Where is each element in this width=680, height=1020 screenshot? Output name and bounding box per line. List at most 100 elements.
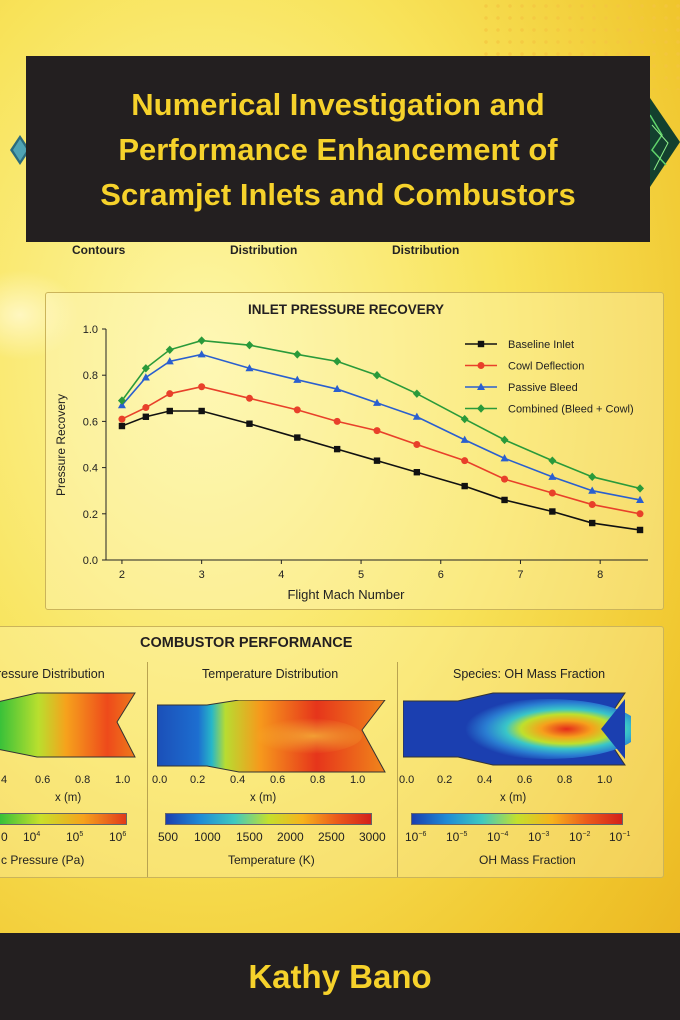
- legend-label: Baseline Inlet: [508, 339, 574, 351]
- data-point: [412, 389, 421, 398]
- data-point: [198, 407, 205, 415]
- x-tick: 0.2: [437, 774, 453, 786]
- data-point: [198, 383, 206, 391]
- x-axis-label: x (m): [500, 792, 527, 804]
- legend-label: Combined (Bleed + Cowl): [508, 404, 634, 416]
- legend-marker: [477, 362, 485, 369]
- combustor-panel: COMBUSTOR PERFORMANCE ressure Distributi…: [0, 626, 664, 878]
- x-tick-label: 3: [199, 569, 205, 581]
- panel-divider: [147, 662, 148, 877]
- data-point: [141, 364, 150, 373]
- data-point: [165, 345, 174, 354]
- pressure-contour: [0, 692, 136, 758]
- y-tick-label: 1.0: [83, 324, 98, 336]
- pressure-recovery-chart: INLET PRESSURE RECOVERY 0.0 0.2 0.4 0.6 0.8 1.…: [45, 292, 664, 610]
- data-point: [501, 496, 508, 504]
- x-tick: 0.4: [477, 774, 493, 786]
- temperature-cbar-label: Temperature (K): [228, 853, 315, 867]
- data-point: [117, 396, 126, 405]
- data-point: [165, 357, 174, 365]
- series-line-1: [121, 385, 641, 515]
- y-tick-label: 0.6: [83, 416, 98, 428]
- data-point: [501, 475, 509, 483]
- oh-contour: [403, 692, 631, 766]
- data-point: [142, 404, 150, 412]
- cbar-tick: 10−2: [569, 830, 591, 844]
- data-point: [636, 510, 644, 518]
- title-line-3: Scramjet Inlets and Combustors: [100, 176, 576, 212]
- x-tick: 1.0: [597, 774, 613, 786]
- data-point: [588, 472, 597, 482]
- x-tick-label: 8: [597, 569, 603, 581]
- pressure-panel-title: ressure Distribution: [0, 667, 105, 681]
- y-tick-label: 0.8: [83, 370, 98, 382]
- data-point: [461, 457, 469, 465]
- data-point: [500, 435, 509, 445]
- data-point: [118, 422, 126, 430]
- x-tick: 0.8: [310, 774, 326, 786]
- panel-divider: [397, 662, 398, 877]
- data-point: [412, 412, 421, 420]
- data-point: [293, 406, 301, 414]
- cbar-tick: 500: [158, 830, 179, 844]
- cbar-tick: 10−5: [446, 830, 468, 844]
- legend-marker: [477, 340, 485, 348]
- data-point: [293, 350, 302, 359]
- sub-label-distribution-2: Distribution: [392, 243, 460, 257]
- cbar-tick: 10−4: [487, 830, 509, 844]
- data-point: [500, 454, 509, 462]
- legend-label: Passive Bleed: [508, 382, 578, 394]
- cbar-tick: 2500: [318, 830, 345, 844]
- y-axis-label: Pressure Recovery: [54, 394, 68, 496]
- data-point: [293, 375, 302, 383]
- data-point: [197, 336, 206, 345]
- data-point: [141, 373, 150, 381]
- data-point: [548, 456, 557, 465]
- cbar-tick: 105: [66, 830, 84, 844]
- data-point: [636, 495, 645, 503]
- cbar-tick: 10−1: [609, 830, 631, 844]
- x-tick: 1.0: [350, 774, 366, 786]
- data-point: [246, 420, 253, 427]
- y-tick-label: 0.0: [83, 555, 98, 567]
- diamond-decoration-right: [648, 95, 680, 190]
- series-line-2: [121, 353, 641, 501]
- data-point: [166, 390, 174, 398]
- data-point: [413, 441, 421, 448]
- title-line-2: Performance Enhancement of: [118, 131, 558, 167]
- data-point: [333, 445, 341, 453]
- data-point: [373, 398, 381, 406]
- x-tick: 0.0: [399, 774, 415, 786]
- cbar-tick: 2000: [277, 830, 304, 844]
- series-line-3: [121, 339, 641, 490]
- cbar-tick: 10−3: [528, 830, 550, 844]
- data-point: [333, 417, 341, 425]
- temperature-colorbar: [165, 813, 372, 825]
- cbar-tick: 0: [1, 830, 8, 844]
- temperature-contour: [157, 700, 386, 773]
- x-tick-label: 2: [119, 569, 125, 581]
- x-tick: 4: [1, 774, 8, 786]
- data-point: [588, 486, 597, 494]
- data-point: [142, 413, 150, 420]
- author-bar: Kathy Bano: [0, 933, 680, 1020]
- oh-cbar-label: OH Mass Fraction: [479, 853, 576, 867]
- data-point: [294, 434, 301, 441]
- cbar-tick: 3000: [359, 830, 386, 844]
- x-tick: 0.6: [35, 774, 51, 786]
- oh-colorbar: [411, 813, 623, 825]
- sub-label-contours: Contours: [72, 243, 126, 257]
- x-tick: 0.6: [517, 774, 533, 786]
- data-point: [333, 384, 342, 393]
- x-tick: 0.4: [230, 774, 246, 786]
- x-axis-label: x (m): [55, 792, 82, 804]
- x-tick: 0.6: [270, 774, 286, 786]
- data-point: [636, 484, 645, 493]
- pressure-cbar-label: c Pressure (Pa): [1, 853, 85, 867]
- x-tick: 0.8: [75, 774, 91, 786]
- y-tick-label: 0.4: [83, 463, 98, 475]
- data-point: [548, 472, 557, 480]
- x-tick-label: 4: [278, 569, 284, 581]
- x-tick-label: 6: [438, 569, 444, 581]
- cbar-tick: 106: [109, 830, 127, 844]
